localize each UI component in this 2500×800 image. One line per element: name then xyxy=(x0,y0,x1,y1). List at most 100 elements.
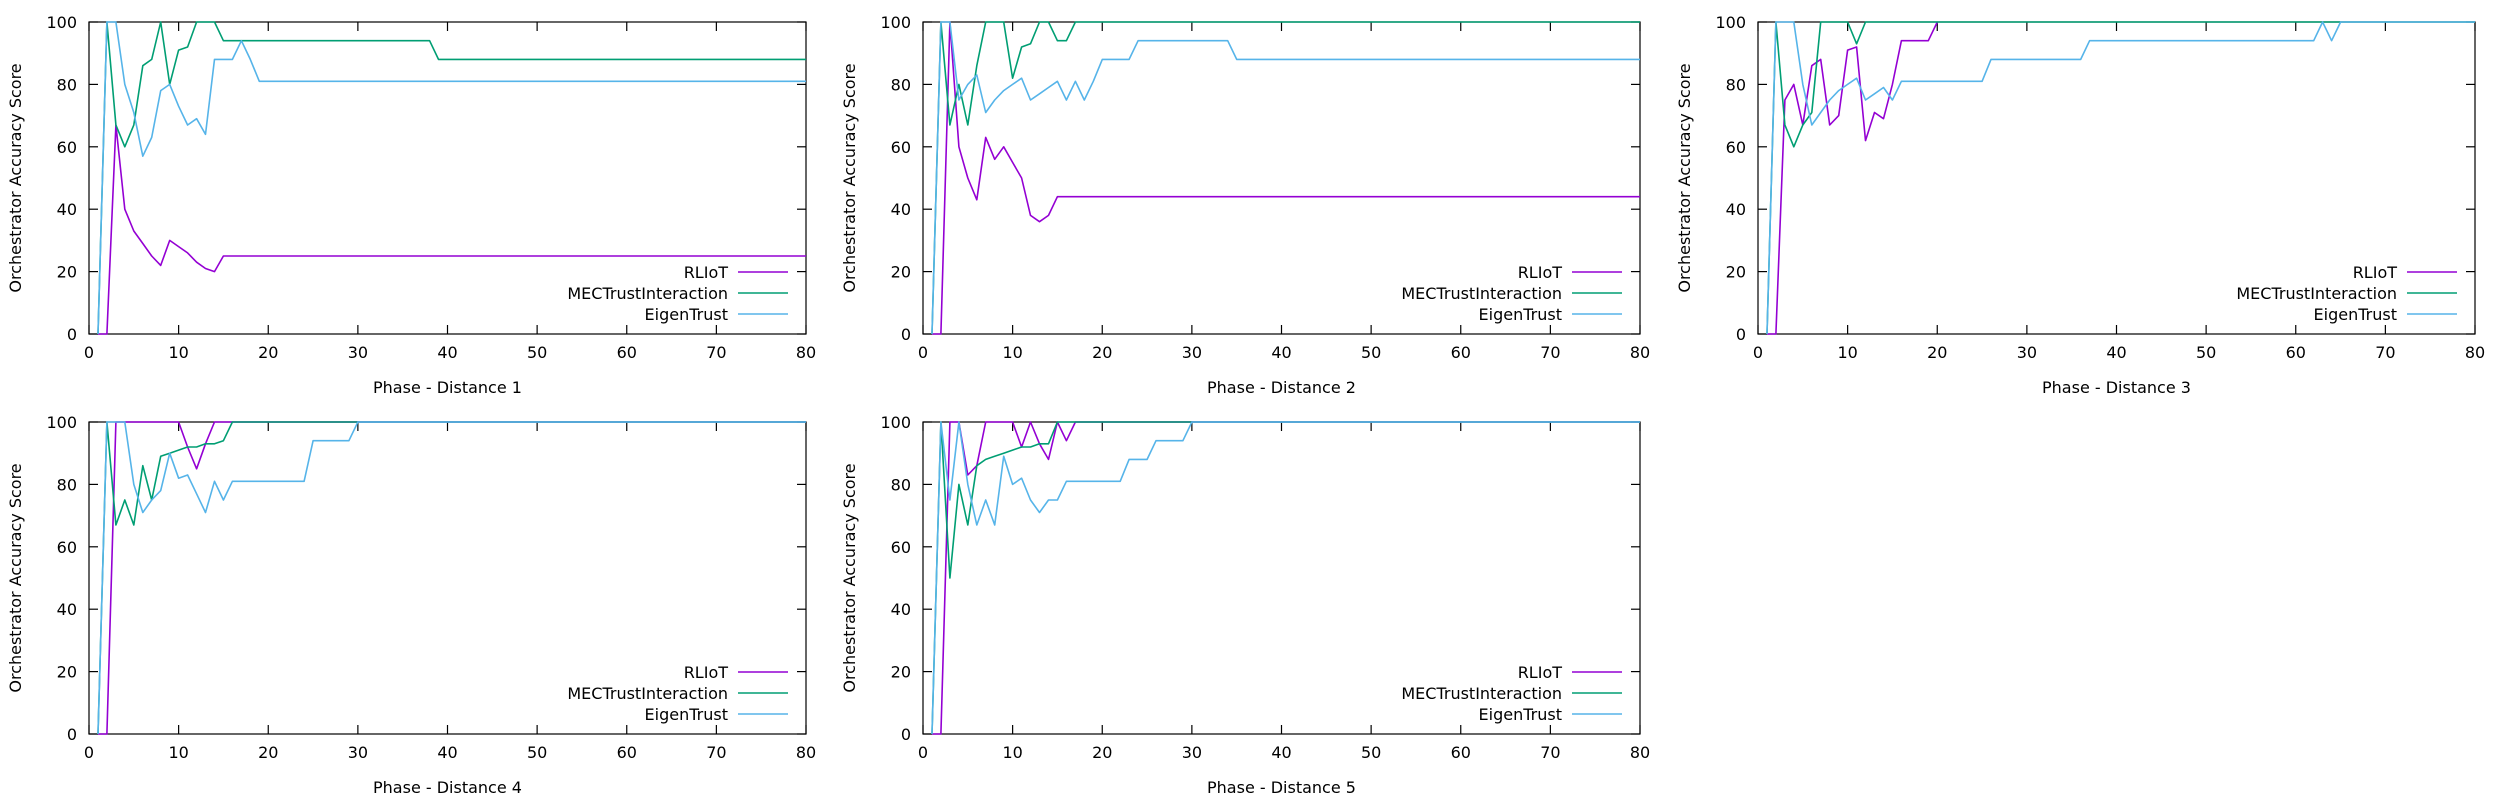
x-tick-label: 20 xyxy=(258,743,278,762)
x-tick-label: 50 xyxy=(527,743,547,762)
y-tick-label: 100 xyxy=(46,13,77,32)
series-line-eigentrust xyxy=(931,21,1640,335)
x-tick-label: 60 xyxy=(2286,343,2306,362)
chart-panel-1: 0 10 20 30 40 50 60 70 80 0 20 40 60 80 100 Phase - Dis… xyxy=(6,13,816,397)
legend-label: EigenTrust xyxy=(1479,305,1562,324)
y-tick-label: 20 xyxy=(891,663,911,682)
x-tick-label: 10 xyxy=(1002,743,1022,762)
y-tick-label: 0 xyxy=(67,325,77,344)
y-axis-label: Orchestrator Accuracy Score xyxy=(6,63,25,292)
y-axis-label: Orchestrator Accuracy Score xyxy=(6,463,25,692)
y-tick-label: 40 xyxy=(57,200,77,219)
y-axis-label: Orchestrator Accuracy Score xyxy=(840,463,859,692)
y-tick-label: 80 xyxy=(891,75,911,94)
x-tick-label: 10 xyxy=(168,743,188,762)
x-tick-label: 80 xyxy=(2465,343,2485,362)
y-tick-label: 60 xyxy=(891,538,911,557)
legend-label: MECTrustInteraction xyxy=(1401,684,1562,703)
chart-panel-3: 0 10 20 30 40 50 60 70 80 0 20 40 60 80 100 Phase - Dis… xyxy=(1675,13,2485,397)
legend-label: MECTrustInteraction xyxy=(567,684,728,703)
legend-label: MECTrustInteraction xyxy=(567,284,728,303)
y-tick-label: 40 xyxy=(57,600,77,619)
x-tick-label: 30 xyxy=(2017,343,2037,362)
x-tick-label: 10 xyxy=(1002,343,1022,362)
y-tick-label: 80 xyxy=(57,75,77,94)
y-tick-label: 0 xyxy=(901,725,911,744)
x-tick-label: 0 xyxy=(1753,343,1763,362)
y-tick-label: 20 xyxy=(57,663,77,682)
x-tick-label: 50 xyxy=(1361,343,1381,362)
x-tick-label: 10 xyxy=(1837,343,1857,362)
x-tick-label: 60 xyxy=(1451,343,1471,362)
legend-label: RLIoT xyxy=(684,663,729,682)
x-tick-label: 50 xyxy=(2196,343,2216,362)
x-tick-label: 40 xyxy=(437,343,457,362)
legend-label: MECTrustInteraction xyxy=(1401,284,1562,303)
chart-panel-2: 0 10 20 30 40 50 60 70 80 0 20 40 60 80 100 Phase - Dis… xyxy=(840,13,1650,397)
x-tick-label: 30 xyxy=(348,743,368,762)
y-tick-label: 100 xyxy=(880,413,911,432)
legend-label: EigenTrust xyxy=(645,705,728,724)
y-tick-label: 100 xyxy=(880,13,911,32)
chart-panel-5: 0 10 20 30 40 50 60 70 80 0 20 40 60 80 100 Phase - Dis… xyxy=(840,413,1650,797)
y-tick-label: 60 xyxy=(891,138,911,157)
x-tick-label: 40 xyxy=(1271,743,1291,762)
x-tick-label: 70 xyxy=(1540,343,1560,362)
y-tick-label: 100 xyxy=(46,413,77,432)
x-tick-label: 60 xyxy=(617,743,637,762)
x-tick-label: 30 xyxy=(348,343,368,362)
y-tick-label: 80 xyxy=(57,475,77,494)
y-axis-label: Orchestrator Accuracy Score xyxy=(840,63,859,292)
legend-label: MECTrustInteraction xyxy=(2236,284,2397,303)
legend-label: RLIoT xyxy=(2353,263,2398,282)
x-tick-label: 50 xyxy=(1361,743,1381,762)
x-axis-label: Phase - Distance 4 xyxy=(373,778,522,797)
y-tick-label: 40 xyxy=(1726,200,1746,219)
y-tick-label: 60 xyxy=(57,138,77,157)
x-tick-label: 0 xyxy=(918,743,928,762)
legend-label: EigenTrust xyxy=(2314,305,2397,324)
series-line-eigentrust xyxy=(97,21,806,335)
y-tick-label: 80 xyxy=(891,475,911,494)
y-tick-label: 60 xyxy=(57,538,77,557)
series-line-rliot xyxy=(932,21,1640,335)
x-tick-label: 0 xyxy=(84,743,94,762)
y-tick-label: 20 xyxy=(891,263,911,282)
series-line-rliot xyxy=(98,124,806,335)
x-tick-label: 20 xyxy=(258,343,278,362)
y-tick-label: 40 xyxy=(891,200,911,219)
x-tick-label: 30 xyxy=(1182,743,1202,762)
series-line-eigentrust xyxy=(931,421,1640,735)
legend-label: RLIoT xyxy=(684,263,729,282)
x-tick-label: 60 xyxy=(1451,743,1471,762)
x-tick-label: 20 xyxy=(1927,343,1947,362)
x-tick-label: 80 xyxy=(1630,343,1650,362)
x-tick-label: 80 xyxy=(796,343,816,362)
series-line-eigentrust xyxy=(97,421,806,735)
series-line-mectrustinteraction xyxy=(931,421,1640,735)
legend-label: RLIoT xyxy=(1518,663,1563,682)
y-tick-label: 100 xyxy=(1715,13,1746,32)
series-line-mectrustinteraction xyxy=(1766,21,2475,335)
series-line-eigentrust xyxy=(1766,21,2475,335)
y-tick-label: 0 xyxy=(1736,325,1746,344)
x-tick-label: 40 xyxy=(2106,343,2126,362)
x-tick-label: 70 xyxy=(1540,743,1560,762)
x-axis-label: Phase - Distance 2 xyxy=(1207,378,1356,397)
chart-panel-4: 0 10 20 30 40 50 60 70 80 0 20 40 60 80 100 Phase - Dis… xyxy=(6,413,816,797)
legend-label: EigenTrust xyxy=(645,305,728,324)
x-tick-label: 80 xyxy=(1630,743,1650,762)
x-tick-label: 70 xyxy=(2375,343,2395,362)
x-tick-label: 70 xyxy=(706,743,726,762)
x-tick-label: 40 xyxy=(437,743,457,762)
legend-label: RLIoT xyxy=(1518,263,1563,282)
x-tick-label: 80 xyxy=(796,743,816,762)
x-tick-label: 70 xyxy=(706,343,726,362)
x-axis-label: Phase - Distance 1 xyxy=(373,378,522,397)
y-tick-label: 0 xyxy=(67,725,77,744)
x-tick-label: 20 xyxy=(1092,343,1112,362)
series-line-mectrustinteraction xyxy=(97,21,806,335)
y-tick-label: 80 xyxy=(1726,75,1746,94)
x-tick-label: 20 xyxy=(1092,743,1112,762)
